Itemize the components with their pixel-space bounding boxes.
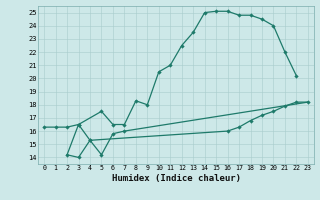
X-axis label: Humidex (Indice chaleur): Humidex (Indice chaleur) xyxy=(111,174,241,183)
